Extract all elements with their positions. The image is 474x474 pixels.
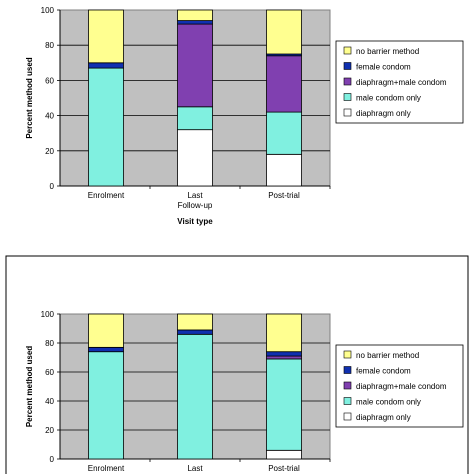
panel-2-bar-segment-diaphragm-only <box>266 449 302 460</box>
panel-1-bar-segment-no-barrier-method <box>88 9 124 64</box>
panel-2-legend-box <box>335 344 464 428</box>
panel-2-y-tick-label: 80 <box>45 339 54 348</box>
panel-2-legend-label: diaphragm only <box>356 413 411 422</box>
panel-1-legend-label: no barrier method <box>356 47 419 56</box>
panel-2-bar-segment-female-condom <box>177 329 213 335</box>
panel-2-bar-segment-male-condom-only <box>88 351 124 460</box>
panel-2-legend-label: no barrier method <box>356 351 419 360</box>
panel-2-frame <box>5 255 469 474</box>
panel-1-y-tick-label: 80 <box>45 41 54 50</box>
panel-1-legend-label: male condom only <box>356 94 421 103</box>
panel-2-y-tick-label: 40 <box>45 397 54 406</box>
panel-2-legend-swatch <box>343 350 352 359</box>
panel-1-y-tick-label: 20 <box>45 147 54 156</box>
panel-1-y-tick-label: 100 <box>41 6 55 15</box>
panel-1-bar-segment-male-condom-only <box>177 106 213 131</box>
panel-2-bar-segment-no-barrier-method <box>88 313 124 348</box>
panel-1-x-tick-label: Post-trial <box>268 191 300 200</box>
panel-1-legend-box <box>335 40 464 124</box>
panel-2-legend-swatch <box>343 412 352 421</box>
panel-2-y-tick-label: 20 <box>45 426 54 435</box>
panel-1-legend-swatch <box>343 46 352 55</box>
panel-2-legend-label: female condom <box>356 367 411 376</box>
panel-1-legend-swatch <box>343 108 352 117</box>
panel-2-y-tick-label: 100 <box>41 310 55 319</box>
panel-1-bar-segment-diaphragm-only <box>266 153 302 187</box>
panel-1-x-tick-label: Enrolment <box>88 191 125 200</box>
panel-2-bar-segment-male-condom-only <box>266 358 302 451</box>
panel-1-bar-segment-diaphragm-male-condom <box>177 23 213 108</box>
panel-2-x-tick-label: Enrolment <box>88 464 125 473</box>
panel-1-bar-segment-no-barrier-method <box>266 9 302 55</box>
panel-2-x-tick-label: Post-trial <box>268 464 300 473</box>
panel-2-bar-segment-female-condom <box>88 346 124 353</box>
panel-2-bar-segment-male-condom-only <box>177 333 213 460</box>
panel-2-x-tick-label: Last <box>187 464 203 473</box>
panel-2-bar-segment-no-barrier-method <box>177 313 213 331</box>
panel-1-y-tick-label: 0 <box>50 182 55 191</box>
panel-2-legend-swatch <box>343 366 352 374</box>
panel-2-legend-swatch <box>343 397 352 405</box>
panel-2-legend-label: diaphragm+male condom <box>356 382 447 391</box>
panel-1-x-tick-label: Follow-up <box>178 201 213 210</box>
panel-2-y-axis-title: Percent method used <box>25 346 34 427</box>
panel-1-y-tick-label: 40 <box>45 112 54 121</box>
panel-1-bar-segment-male-condom-only <box>266 111 302 155</box>
panel-1-x-tick-label: Last <box>187 191 203 200</box>
panel-2-legend-swatch <box>343 381 352 390</box>
panel-1-legend-label: female condom <box>356 63 411 72</box>
panel-1-bar-segment-male-condom-only <box>88 67 124 187</box>
panel-2-legend-label: male condom only <box>356 398 421 407</box>
panel-2-y-tick-label: 60 <box>45 368 54 377</box>
panel-1-legend-swatch <box>343 93 352 101</box>
panel-2-y-tick-label: 0 <box>50 455 55 464</box>
panel-2-bar-segment-diaphragm-male-condom <box>266 355 302 360</box>
panel-1-bar-segment-diaphragm-only <box>177 129 213 187</box>
panel-1-y-tick-label: 60 <box>45 76 54 85</box>
panel-1-bar-segment-female-condom <box>88 62 124 69</box>
panel-1-bar-segment-diaphragm-male-condom <box>266 55 302 113</box>
panel-1-y-axis-title: Percent method used <box>25 57 34 138</box>
panel-1-legend-swatch <box>343 62 352 70</box>
panel-1-bar-segment-female-condom <box>177 20 213 25</box>
panel-1-bar-segment-no-barrier-method <box>177 9 213 21</box>
panel-1-legend-label: diaphragm only <box>356 109 411 118</box>
panel-2-bar-segment-no-barrier-method <box>266 313 302 353</box>
panel-2-bar-segment-female-condom <box>266 351 302 357</box>
panel-1-legend-swatch <box>343 77 352 86</box>
panel-1-legend-label: diaphragm+male condom <box>356 78 447 87</box>
panel-1-x-axis-title: Visit type <box>177 217 213 226</box>
